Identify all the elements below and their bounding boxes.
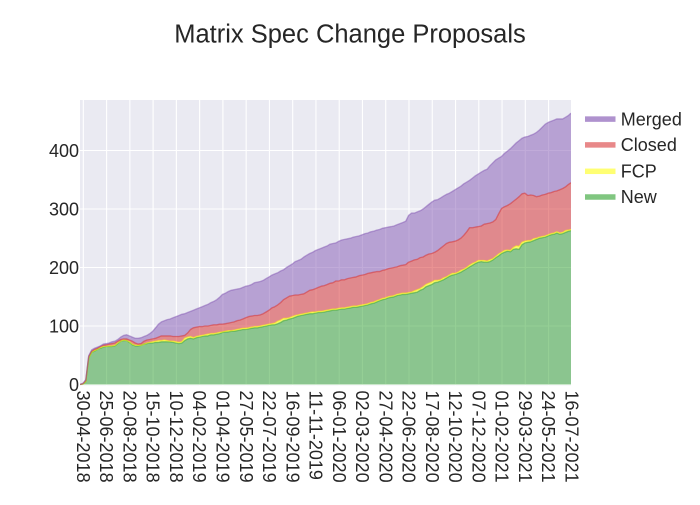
svg-text:30-04-2018: 30-04-2018 (73, 391, 93, 483)
svg-text:Matrix Spec Change Proposals: Matrix Spec Change Proposals (174, 21, 526, 49)
svg-text:04-02-2019: 04-02-2019 (189, 391, 209, 483)
svg-text:12-10-2020: 12-10-2020 (445, 391, 465, 483)
svg-text:15-10-2018: 15-10-2018 (143, 391, 163, 483)
svg-text:11-11-2019: 11-11-2019 (306, 391, 326, 480)
svg-text:400: 400 (49, 141, 79, 161)
svg-text:10-12-2018: 10-12-2018 (166, 391, 186, 483)
svg-text:New: New (621, 187, 658, 207)
svg-text:17-08-2020: 17-08-2020 (422, 391, 442, 483)
svg-text:16-07-2021: 16-07-2021 (561, 391, 581, 483)
svg-text:01-02-2021: 01-02-2021 (492, 391, 512, 483)
svg-text:22-06-2020: 22-06-2020 (399, 391, 419, 483)
svg-text:06-01-2020: 06-01-2020 (329, 391, 349, 483)
svg-text:20-08-2018: 20-08-2018 (119, 391, 139, 483)
svg-text:22-07-2019: 22-07-2019 (259, 391, 279, 483)
svg-text:02-03-2020: 02-03-2020 (352, 391, 372, 483)
svg-text:07-12-2020: 07-12-2020 (468, 391, 488, 483)
svg-text:25-06-2018: 25-06-2018 (96, 391, 116, 483)
svg-text:FCP: FCP (621, 162, 657, 182)
svg-text:0: 0 (69, 375, 79, 395)
svg-text:27-05-2019: 27-05-2019 (236, 391, 256, 483)
svg-text:29-03-2021: 29-03-2021 (515, 391, 535, 483)
svg-text:01-04-2019: 01-04-2019 (213, 391, 233, 483)
svg-text:Closed: Closed (621, 135, 677, 155)
svg-text:200: 200 (49, 258, 79, 278)
svg-text:24-05-2021: 24-05-2021 (538, 391, 558, 483)
svg-text:Merged: Merged (621, 109, 682, 129)
svg-text:300: 300 (49, 199, 79, 219)
svg-text:27-04-2020: 27-04-2020 (375, 391, 395, 483)
svg-text:100: 100 (49, 316, 79, 336)
svg-text:16-09-2019: 16-09-2019 (282, 391, 302, 483)
